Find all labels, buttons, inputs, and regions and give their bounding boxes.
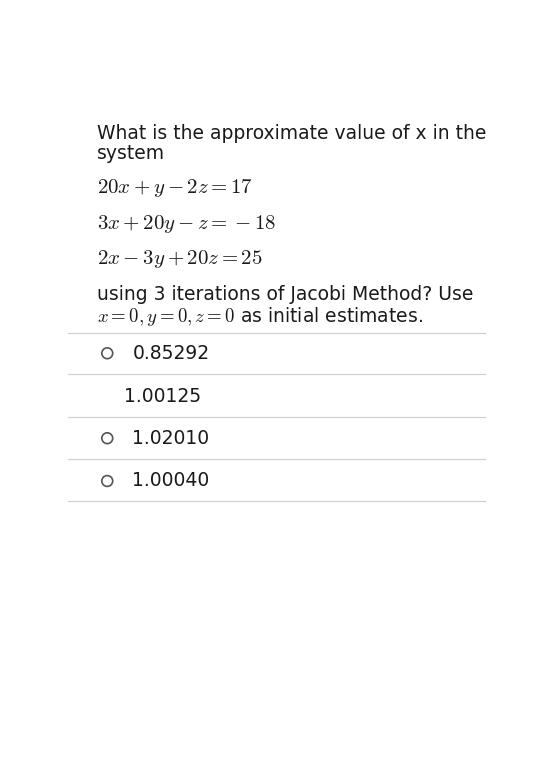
Text: 1.00040: 1.00040 bbox=[132, 472, 210, 491]
Text: 1.00125: 1.00125 bbox=[124, 387, 201, 406]
Text: using 3 iterations of Jacobi Method? Use: using 3 iterations of Jacobi Method? Use bbox=[97, 285, 473, 304]
Text: $x = 0, y = 0, z = 0$ as initial estimates.: $x = 0, y = 0, z = 0$ as initial estimat… bbox=[97, 304, 423, 328]
Text: 0.85292: 0.85292 bbox=[132, 344, 210, 363]
Text: 1.02010: 1.02010 bbox=[132, 428, 210, 447]
Text: $20x + y - 2z = 17$: $20x + y - 2z = 17$ bbox=[97, 177, 253, 199]
Text: $3x + 20y - z = -18$: $3x + 20y - z = -18$ bbox=[97, 212, 276, 234]
Text: system: system bbox=[97, 144, 165, 163]
Text: What is the approximate value of x in the: What is the approximate value of x in th… bbox=[97, 123, 486, 142]
Text: $2x - 3y + 20z = 25$: $2x - 3y + 20z = 25$ bbox=[97, 248, 262, 269]
